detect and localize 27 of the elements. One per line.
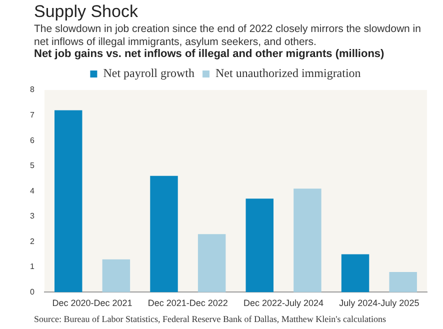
bar — [54, 110, 82, 292]
bar — [198, 234, 226, 292]
bar — [294, 188, 322, 292]
y-tick-label: 3 — [30, 212, 35, 221]
chart-subtitle: The slowdown in job creation since the end of 2022 closely mirrors the slowdown in net inflows of illegal immigrants, asylum seekers, and others. — [34, 23, 422, 49]
bar — [389, 272, 417, 292]
bar — [150, 176, 178, 292]
bar — [341, 254, 370, 292]
chart-title: Supply Shock — [34, 2, 138, 22]
x-tick-label: Dec 2021-Dec 2022 — [148, 298, 228, 308]
y-tick-label: 7 — [30, 110, 35, 120]
y-tick-label: 2 — [30, 236, 35, 246]
x-tick-label: July 2024-July 2025 — [339, 298, 420, 308]
bar — [102, 259, 130, 292]
y-tick-label: 0 — [30, 287, 35, 296]
y-axis-title: Net job gains vs. net inflows of illegal and other migrants (millions) — [34, 48, 384, 60]
y-tick-label: 6 — [30, 136, 35, 145]
y-tick-label: 4 — [30, 186, 35, 196]
y-tick-label: 5 — [30, 161, 35, 170]
bar — [246, 198, 274, 292]
x-tick-label: Dec 2022-July 2024 — [244, 298, 324, 308]
legend-label: Net payroll growth — [103, 66, 195, 80]
y-tick-label: 8 — [30, 85, 35, 94]
y-tick-label: 1 — [30, 262, 35, 272]
source-note: Source: Bureau of Labor Statistics, Federal Reserve Bank of Dallas, Matthew Klein's calculations — [34, 314, 386, 324]
legend-label: Net unauthorized immigration — [216, 66, 361, 80]
x-tick-label: Dec 2020-Dec 2021 — [52, 298, 132, 308]
